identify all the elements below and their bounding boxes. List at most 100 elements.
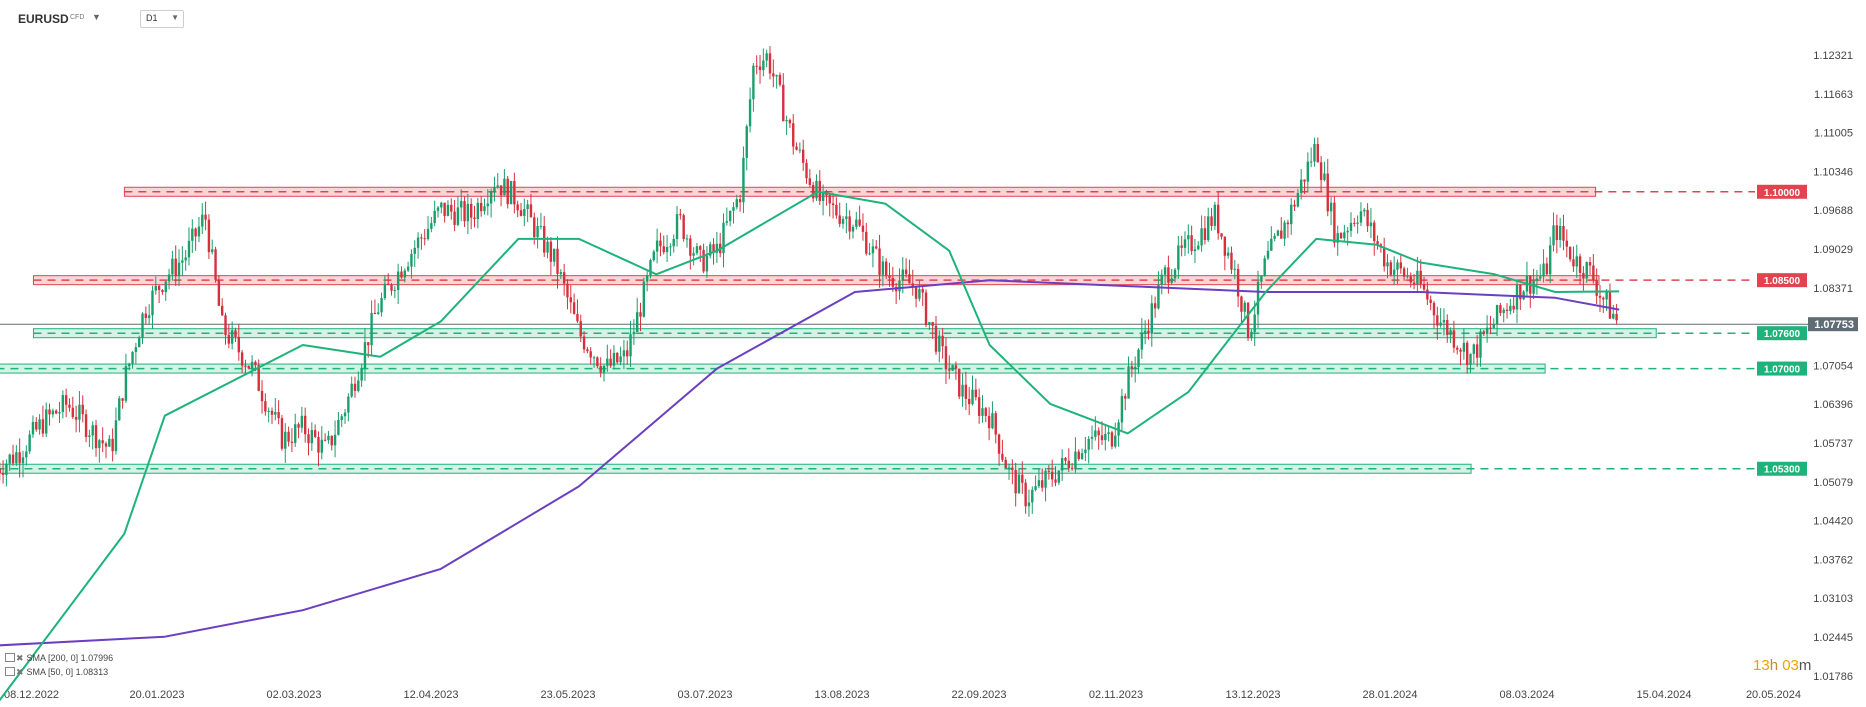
candle-body (489, 192, 493, 204)
candle-body (147, 315, 151, 318)
instrument-type-label: CFD (70, 14, 85, 21)
candle-body (792, 123, 795, 147)
candle-body (31, 421, 35, 435)
candle-body (904, 269, 908, 275)
candle-body (592, 357, 596, 359)
candle-countdown: 13h 03m (1753, 657, 1811, 674)
candle-body (1582, 272, 1585, 279)
candle-body (240, 352, 244, 366)
candle-body (58, 411, 61, 414)
countdown-hours-unit: h (1769, 657, 1779, 674)
candle-body (1419, 270, 1422, 284)
symbol-dropdown-icon[interactable]: ▼ (92, 12, 101, 22)
candle-body (433, 210, 436, 224)
candle-body (692, 253, 695, 256)
candle-body (811, 184, 815, 199)
candle-body (1422, 283, 1426, 290)
candle-body (1608, 292, 1612, 319)
candle-body (8, 454, 11, 464)
candle-body (446, 204, 450, 216)
candle-body (801, 149, 805, 163)
candle-body (164, 281, 167, 293)
candle-body (423, 238, 426, 240)
indicator-sma200-row[interactable]: ✖ SMA [200, 0] 1.07996 (5, 653, 113, 664)
candle-body (254, 361, 257, 366)
candle-body (1207, 216, 1210, 240)
candle-body (353, 383, 357, 391)
candle-body (386, 283, 390, 286)
candle-body (732, 207, 735, 211)
x-tick-label: 20.01.2023 (129, 689, 184, 701)
candle-body (1446, 319, 1449, 336)
candle-body (1077, 451, 1080, 459)
candle-body (901, 269, 904, 281)
candle-body (1203, 228, 1207, 240)
candle-body (669, 246, 672, 248)
candle-body (556, 248, 559, 275)
candle-body (343, 412, 347, 417)
candle-body (572, 302, 576, 314)
candle-body (187, 240, 191, 258)
candle-body (566, 283, 569, 298)
candle-body (798, 149, 802, 151)
candle-body (1429, 299, 1432, 303)
timeframe-select[interactable]: D1 ▼ (140, 10, 184, 28)
candle-body (1306, 161, 1310, 182)
candle-body (808, 178, 812, 185)
candle-body (742, 157, 745, 203)
candle-body (1143, 330, 1147, 333)
candle-body (1074, 451, 1077, 469)
remove-icon[interactable]: ✖ (16, 667, 24, 677)
candle-body (1024, 482, 1027, 507)
candle-body (967, 398, 971, 405)
candle-body (264, 401, 267, 412)
candle-body (1572, 259, 1575, 267)
candle-body (1522, 291, 1525, 300)
candle-body (1343, 232, 1346, 239)
settings-icon[interactable] (5, 667, 15, 676)
candle-body (1140, 332, 1144, 350)
candle-body (858, 219, 861, 226)
candle-body (1436, 315, 1439, 326)
candle-body (1133, 366, 1137, 369)
candle-body (1479, 331, 1482, 358)
candle-body (214, 249, 217, 280)
sma50-line[interactable] (0, 190, 1620, 705)
candle-body (134, 347, 138, 353)
candle-body (1489, 327, 1492, 329)
candle-body (868, 253, 871, 255)
candle-body (1499, 305, 1502, 313)
candle-body (1612, 313, 1615, 319)
candle-body (851, 226, 855, 232)
sma200-line[interactable] (0, 279, 1620, 647)
candle-body (1260, 275, 1263, 282)
settings-icon[interactable] (5, 653, 15, 662)
chevron-down-icon: ▼ (171, 13, 179, 22)
candle-body (848, 216, 851, 232)
candle-body (396, 271, 400, 290)
candle-body (1283, 222, 1286, 239)
candle-body (1595, 279, 1598, 296)
indicator-sma50-row[interactable]: ✖ SMA [50, 0] 1.08313 (5, 667, 108, 678)
candle-body (599, 366, 602, 373)
candle-body (1080, 453, 1084, 459)
candle-body (84, 414, 88, 437)
remove-icon[interactable]: ✖ (16, 653, 24, 663)
candle-body (1588, 262, 1592, 266)
candle-body (300, 415, 304, 428)
candle-body (5, 463, 8, 475)
candle-body (440, 202, 443, 208)
candle-body (128, 363, 131, 367)
x-tick-label: 02.03.2023 (266, 689, 321, 701)
candle-body (357, 380, 360, 391)
candle-body (576, 313, 579, 322)
symbol-label[interactable]: EURUSD (18, 12, 69, 26)
candle-body (64, 395, 68, 405)
candle-body (944, 346, 948, 370)
candle-body (1485, 327, 1489, 334)
candle-body (217, 279, 221, 306)
candle-body (118, 398, 121, 421)
candle-body (1210, 216, 1213, 226)
candle-body (1346, 230, 1349, 233)
